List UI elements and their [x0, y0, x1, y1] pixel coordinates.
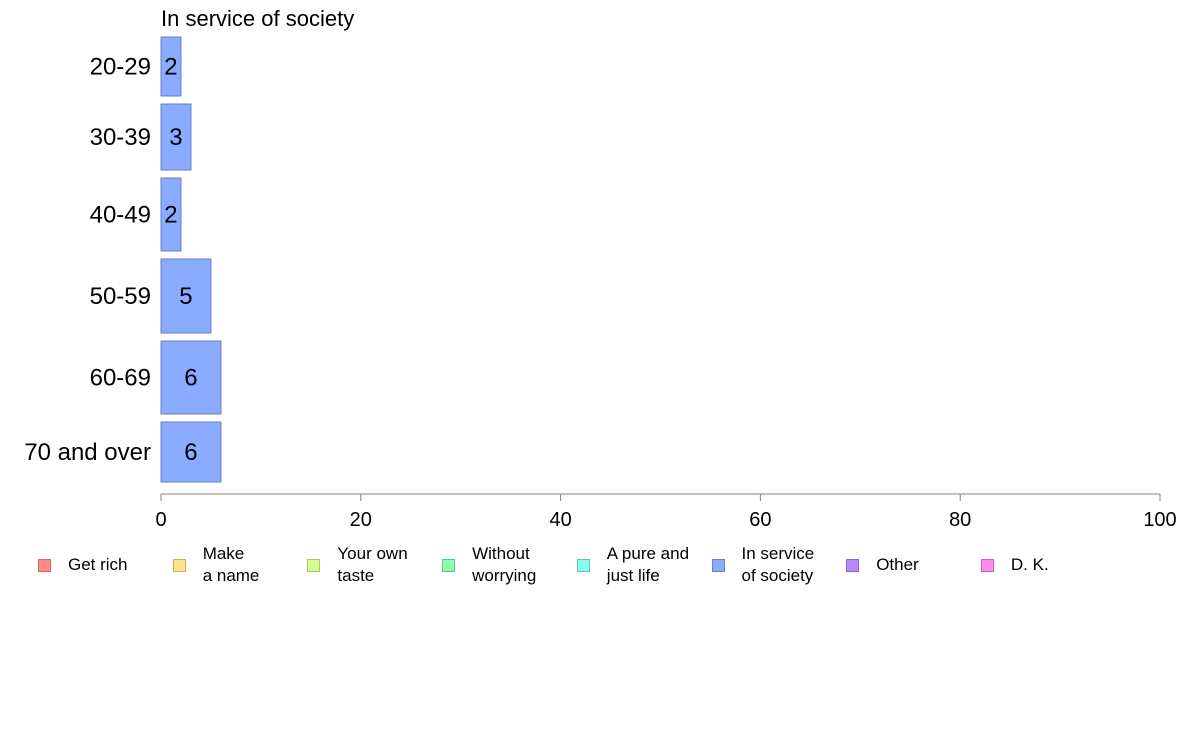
- x-axis: 0 20 40 60 80 100: [155, 493, 1177, 531]
- legend-item: Your own taste: [307, 540, 408, 590]
- legend-item: Get rich: [38, 540, 128, 590]
- bar-value-label: 2: [164, 202, 177, 229]
- bars: 2 20-29 3 30-39 2 40-49 5 50-59 6 60-69 6 70 and ov…: [24, 36, 222, 483]
- bar-70-and-over: [160, 421, 222, 483]
- x-tick-label: 60: [749, 509, 771, 531]
- legend-swatch: [711, 558, 725, 572]
- legend-swatch: [172, 558, 186, 572]
- x-tick-label: 100: [1143, 509, 1176, 531]
- category-label: 70 and over: [24, 439, 151, 466]
- x-tick-label: 20: [350, 509, 372, 531]
- legend-swatch: [38, 558, 51, 572]
- bar-value-label: 6: [184, 365, 197, 392]
- bar-40-49: [160, 177, 182, 252]
- chart-title: In service of society: [161, 6, 354, 31]
- legend-swatch: [576, 558, 590, 572]
- bar-chart: In service of society 2 20-29 3 30-39 2 40-49…: [24, 6, 1177, 531]
- legend-item: Without worrying: [442, 540, 536, 590]
- legend-label: In service of society: [741, 544, 815, 585]
- bar-50-59: [160, 258, 212, 334]
- category-label: 20-29: [90, 54, 151, 81]
- legend-item: A pure and just life: [576, 540, 690, 590]
- x-tick-label: 40: [549, 509, 571, 531]
- bar-20-29: [160, 36, 182, 97]
- bar-value-label: 3: [169, 124, 182, 151]
- legend: Get rich Make a name Your own taste Without…: [38, 540, 1178, 590]
- legend-label: A pure and just life: [606, 544, 690, 585]
- legend-label: Make a name: [202, 544, 260, 585]
- legend-item: Other: [846, 540, 919, 590]
- bar-value-label: 2: [164, 54, 177, 81]
- legend-label: D. K.: [1010, 555, 1049, 574]
- category-label: 30-39: [90, 124, 151, 151]
- category-label: 50-59: [90, 283, 151, 310]
- category-label: 40-49: [90, 202, 151, 229]
- x-tick-label: 80: [949, 509, 971, 531]
- legend-item: In service of society: [711, 540, 815, 590]
- bar-60-69: [160, 340, 222, 415]
- category-label: 60-69: [90, 365, 151, 392]
- bar-value-label: 5: [179, 283, 192, 310]
- legend-swatch: [980, 558, 994, 572]
- bar-value-label: 6: [184, 439, 197, 466]
- legend-item: Make a name: [172, 540, 260, 590]
- legend-label: Get rich: [68, 555, 128, 574]
- legend-swatch: [442, 558, 456, 572]
- legend-swatch: [846, 558, 860, 572]
- x-tick-label: 0: [155, 509, 166, 531]
- legend-swatch: [307, 558, 321, 572]
- bar-30-39: [160, 103, 192, 171]
- legend-label: Other: [876, 555, 919, 574]
- legend-label: Without worrying: [472, 544, 537, 585]
- legend-item: D. K.: [980, 540, 1049, 590]
- legend-label: Your own taste: [337, 544, 408, 585]
